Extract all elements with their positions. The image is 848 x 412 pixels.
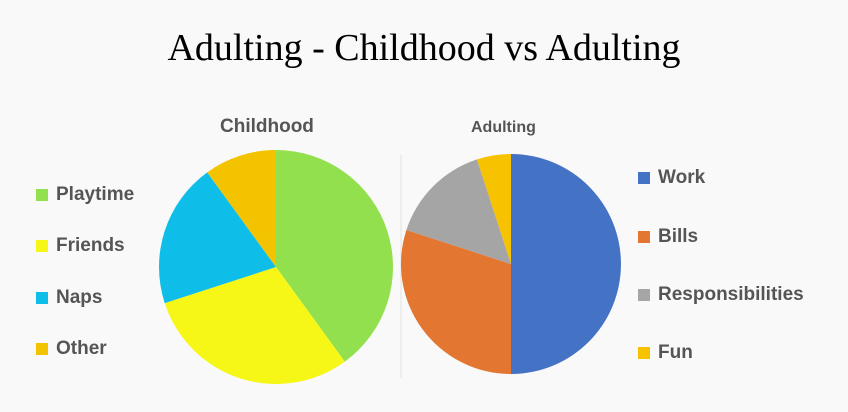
page-title: Adulting - Childhood vs Adulting xyxy=(167,27,681,69)
adulting-chart-title: Adulting xyxy=(471,119,536,136)
childhood-legend-label: Naps xyxy=(56,287,103,308)
adulting-legend-item-bills: Bills xyxy=(638,226,698,248)
childhood-slice-naps xyxy=(159,172,276,304)
adulting-legend-swatch xyxy=(638,172,650,184)
adulting-slice-fun xyxy=(477,154,511,264)
adulting-legend-label: Work xyxy=(658,167,706,188)
adulting-legend-item-fun: Fun xyxy=(638,342,693,364)
adulting-slice-work xyxy=(511,154,621,374)
adulting-legend-label: Bills xyxy=(658,226,699,247)
childhood-legend-swatch xyxy=(36,343,48,355)
adulting-legend-swatch xyxy=(638,347,650,359)
childhood-legend-swatch xyxy=(36,292,48,304)
childhood-slice-playtime xyxy=(276,150,394,362)
childhood-legend-item-other: Other xyxy=(36,338,107,360)
childhood-pie xyxy=(159,150,394,384)
childhood-legend-swatch xyxy=(36,189,48,201)
adulting-legend-label: Responsibilities xyxy=(658,284,804,305)
adulting-legend-item-responsibilities: Responsibilities xyxy=(638,284,804,306)
adulting-pie xyxy=(401,154,621,374)
childhood-legend-swatch xyxy=(36,240,48,252)
adulting-slice-responsibilities xyxy=(406,159,511,264)
adulting-slice-bills xyxy=(401,230,511,374)
adulting-legend-label: Fun xyxy=(658,342,693,363)
childhood-slice-other xyxy=(207,150,276,267)
childhood-legend-item-friends: Friends xyxy=(36,235,125,257)
childhood-legend-label: Other xyxy=(56,338,107,359)
childhood-chart-title: Childhood xyxy=(220,116,314,137)
childhood-legend-label: Playtime xyxy=(56,184,135,205)
childhood-legend-item-naps: Naps xyxy=(36,287,102,309)
childhood-legend-item-playtime: Playtime xyxy=(36,184,134,206)
childhood-legend-label: Friends xyxy=(56,235,125,256)
childhood-slice-friends xyxy=(164,267,345,384)
adulting-legend-item-work: Work xyxy=(638,167,705,189)
adulting-legend-swatch xyxy=(638,289,650,301)
adulting-legend-swatch xyxy=(638,231,650,243)
